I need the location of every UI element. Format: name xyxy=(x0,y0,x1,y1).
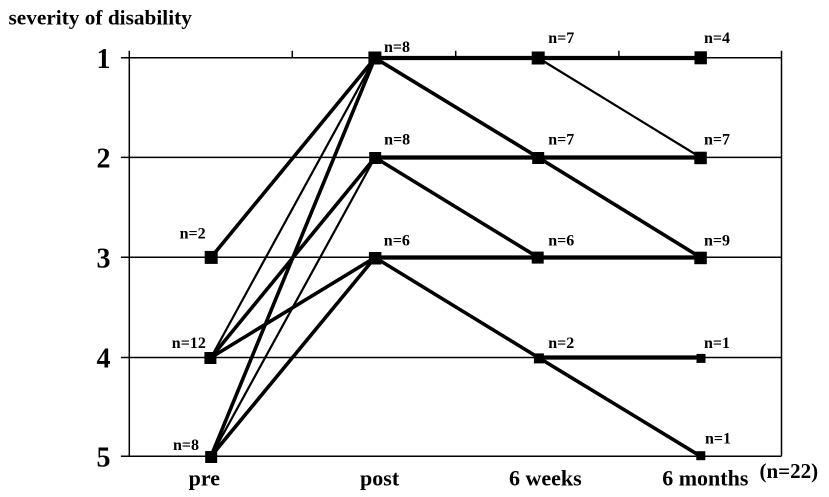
svg-text:n=6: n=6 xyxy=(548,232,574,249)
svg-text:(n=22): (n=22) xyxy=(759,459,818,483)
svg-text:n=8: n=8 xyxy=(384,39,410,56)
svg-text:n=6: n=6 xyxy=(384,232,410,249)
svg-text:n=4: n=4 xyxy=(704,30,730,47)
svg-text:6 months: 6 months xyxy=(662,466,749,491)
svg-text:6 weeks: 6 weeks xyxy=(509,466,582,491)
svg-text:3: 3 xyxy=(97,243,111,274)
svg-text:n=8: n=8 xyxy=(384,132,410,149)
svg-text:severity of disability: severity of disability xyxy=(9,5,193,29)
svg-text:n=12: n=12 xyxy=(172,335,206,352)
svg-text:4: 4 xyxy=(97,344,111,375)
svg-text:n=9: n=9 xyxy=(704,233,730,250)
svg-text:post: post xyxy=(360,466,400,491)
svg-text:n=1: n=1 xyxy=(704,335,730,352)
svg-text:n=8: n=8 xyxy=(173,437,199,454)
svg-text:n=2: n=2 xyxy=(548,335,574,352)
svg-text:n=1: n=1 xyxy=(705,431,731,448)
svg-text:n=7: n=7 xyxy=(548,132,574,149)
svg-text:1: 1 xyxy=(97,44,111,75)
svg-text:n=7: n=7 xyxy=(704,132,730,149)
svg-text:pre: pre xyxy=(189,466,221,491)
svg-text:5: 5 xyxy=(97,442,111,473)
svg-text:2: 2 xyxy=(97,144,111,175)
svg-text:n=2: n=2 xyxy=(180,226,206,243)
svg-text:n=7: n=7 xyxy=(548,30,574,47)
